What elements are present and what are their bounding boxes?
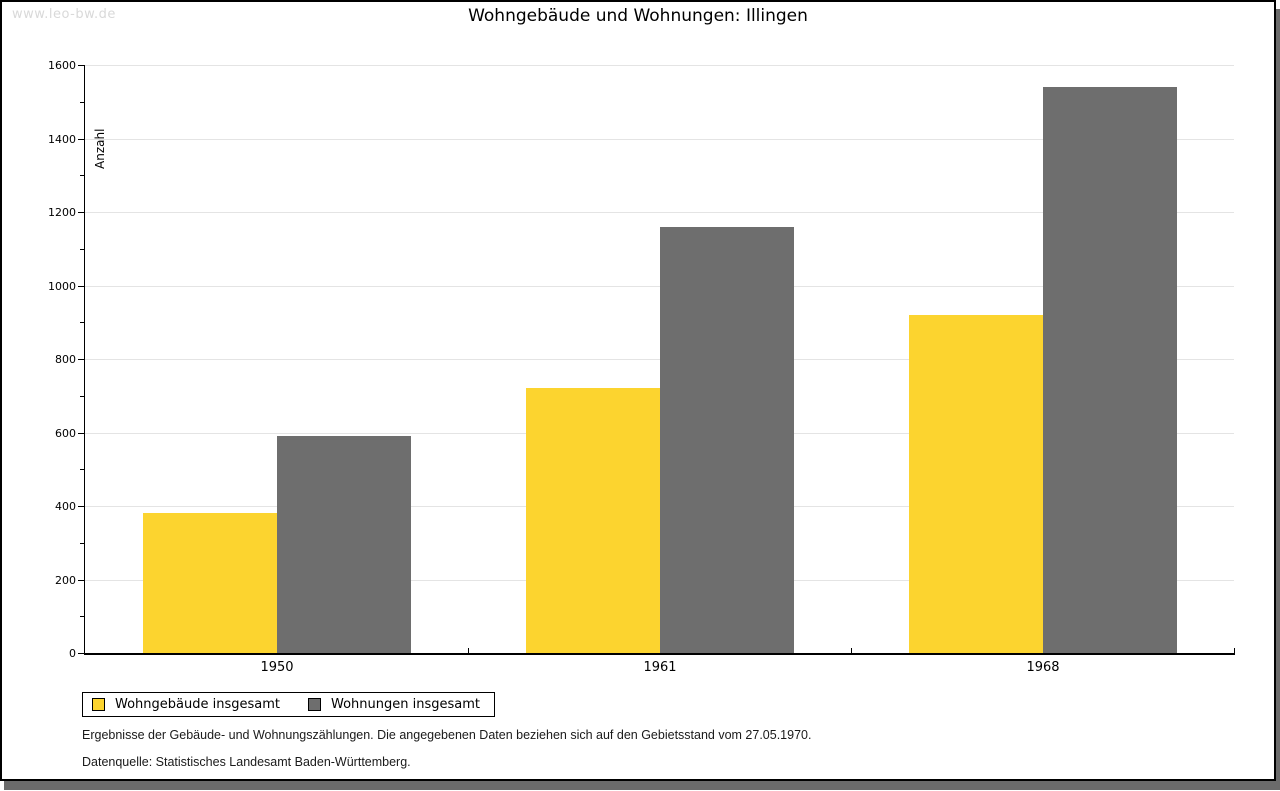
- x-boundary-tick-1: [851, 648, 852, 653]
- chart-legend: Wohngebäude insgesamt Wohnungen insgesam…: [82, 692, 495, 717]
- gridline-1200: [85, 212, 1234, 213]
- y-tick-0: [78, 653, 84, 654]
- y-tick-300: [80, 543, 84, 544]
- x-category-label-1950: 1950: [260, 660, 294, 675]
- y-tick-400: [78, 506, 84, 507]
- y-tick-200: [78, 580, 84, 581]
- y-tick-label-1600: 1600: [48, 59, 76, 72]
- y-tick-label-0: 0: [69, 647, 76, 660]
- gridline-1400: [85, 139, 1234, 140]
- bar-1961-wohnungen: [660, 227, 794, 653]
- legend-label: Wohngebäude insgesamt: [115, 697, 280, 712]
- footnotes: Ergebnisse der Gebäude- und Wohnungszähl…: [82, 728, 812, 779]
- y-tick-1600: [78, 65, 84, 66]
- legend-swatch-yellow: [92, 698, 105, 711]
- y-tick-900: [80, 322, 84, 323]
- legend-swatch-gray: [308, 698, 321, 711]
- chart-title: Wohngebäude und Wohnungen: Illingen: [468, 6, 808, 26]
- watermark-text: www.leo-bw.de: [12, 7, 116, 22]
- bar-1968-wohngebaeude: [909, 315, 1043, 653]
- bar-1968-wohnungen: [1043, 87, 1177, 653]
- y-tick-1000: [78, 286, 84, 287]
- y-tick-label-400: 400: [55, 500, 76, 513]
- plot-area: Anzahl 0 200 400 600 800 1000 1200 1400 1600 1950…: [48, 60, 1235, 675]
- x-axis-line: [84, 653, 1235, 655]
- gridline-1000: [85, 286, 1234, 287]
- footnote-line-2: Datenquelle: Statistisches Landesamt Bad…: [82, 755, 411, 769]
- y-tick-800: [78, 359, 84, 360]
- legend-label: Wohnungen insgesamt: [331, 697, 480, 712]
- footnote-line-1: Ergebnisse der Gebäude- und Wohnungszähl…: [82, 728, 812, 742]
- y-tick-1300: [80, 175, 84, 176]
- y-tick-label-1000: 1000: [48, 280, 76, 293]
- y-tick-600: [78, 433, 84, 434]
- y-tick-1200: [78, 212, 84, 213]
- y-tick-1100: [80, 249, 84, 250]
- y-tick-100: [80, 616, 84, 617]
- x-category-label-1968: 1968: [1026, 660, 1060, 675]
- bar-1961-wohngebaeude: [526, 388, 660, 653]
- gridline-800: [85, 359, 1234, 360]
- x-category-label-1961: 1961: [643, 660, 677, 675]
- legend-item-wohnungen: Wohnungen insgesamt: [308, 697, 480, 712]
- y-axis-line: [84, 65, 85, 654]
- y-tick-label-1400: 1400: [48, 133, 76, 146]
- y-tick-label-1200: 1200: [48, 206, 76, 219]
- x-boundary-tick-2: [1234, 648, 1235, 653]
- gridline-1600: [85, 65, 1234, 66]
- bar-1950-wohngebaeude: [143, 513, 277, 653]
- x-boundary-tick-0: [468, 648, 469, 653]
- y-tick-label-200: 200: [55, 574, 76, 587]
- y-tick-1500: [80, 102, 84, 103]
- legend-item-wohngebaeude: Wohngebäude insgesamt: [92, 697, 280, 712]
- bar-1950-wohnungen: [277, 436, 411, 653]
- y-axis-title: Anzahl: [93, 128, 107, 169]
- y-tick-label-600: 600: [55, 427, 76, 440]
- y-tick-label-800: 800: [55, 353, 76, 366]
- y-tick-1400: [78, 139, 84, 140]
- y-tick-500: [80, 469, 84, 470]
- y-tick-700: [80, 396, 84, 397]
